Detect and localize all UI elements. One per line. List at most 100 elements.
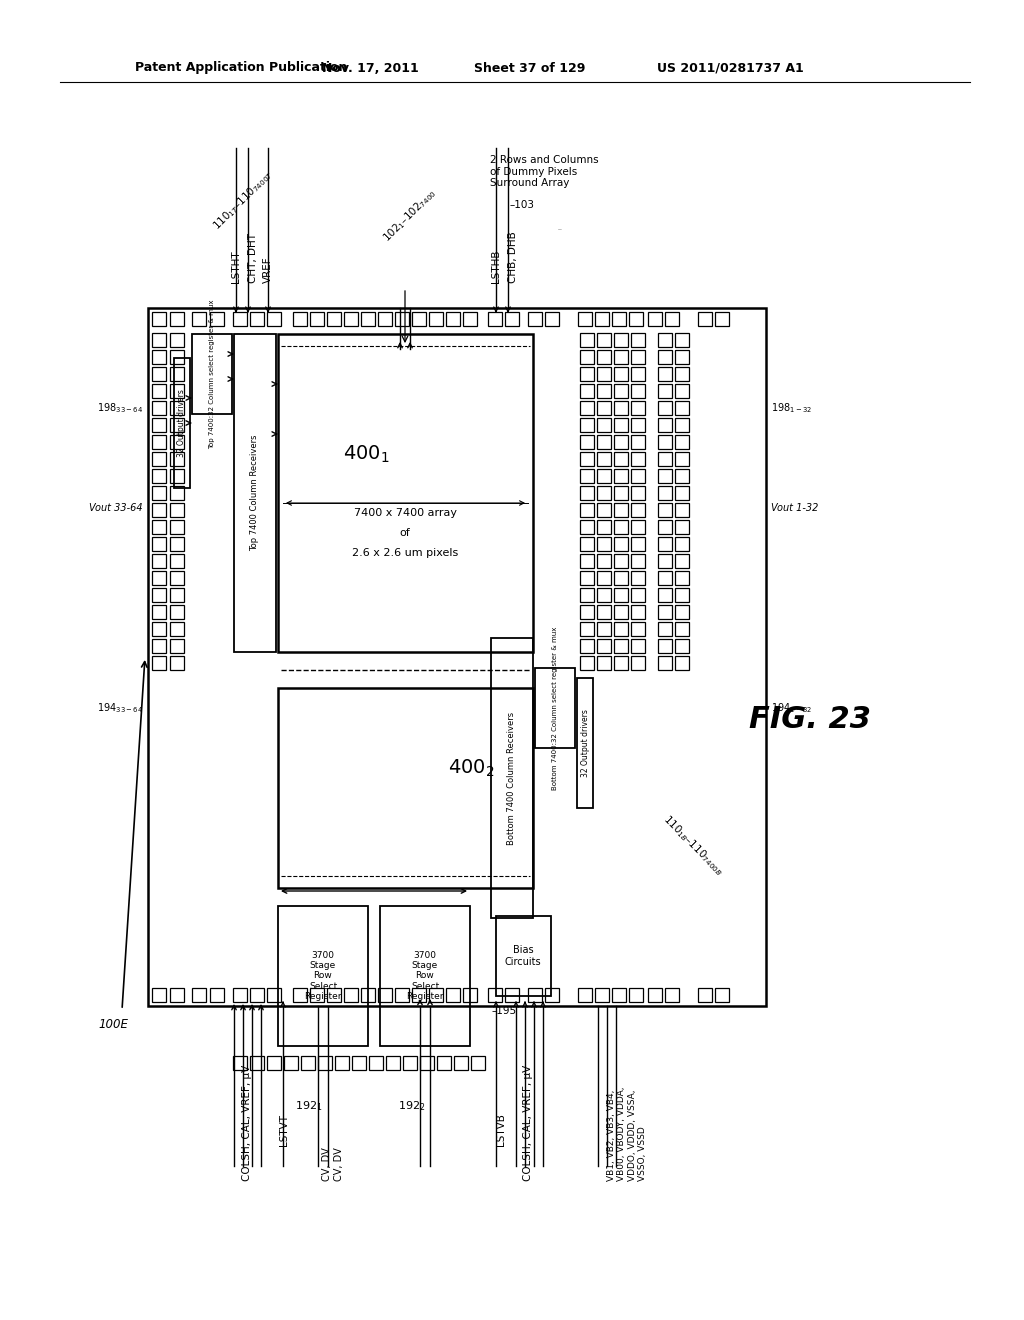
Bar	[152, 469, 166, 483]
Bar	[675, 451, 689, 466]
Text: LSTVT: LSTVT	[279, 1114, 289, 1146]
Text: VB1, VB2, VB3, VB4,
VB00, VBODY, VDDA,
VDDO, VDDD, VSSA,
VSSO, VSSD: VB1, VB2, VB3, VB4, VB00, VBODY, VDDA, V…	[607, 1086, 647, 1181]
Bar	[174, 358, 190, 488]
Bar	[233, 1056, 247, 1071]
Bar	[631, 554, 645, 568]
Bar	[675, 622, 689, 636]
Bar	[152, 656, 166, 671]
Bar	[597, 367, 611, 381]
Bar	[152, 367, 166, 381]
Bar	[170, 605, 184, 619]
Bar	[648, 987, 662, 1002]
Bar	[597, 656, 611, 671]
Bar	[631, 537, 645, 550]
Bar	[170, 572, 184, 585]
Bar	[675, 520, 689, 535]
Bar	[580, 572, 594, 585]
Bar	[152, 350, 166, 364]
Bar	[528, 987, 542, 1002]
Bar	[535, 668, 575, 748]
Bar	[170, 639, 184, 653]
Bar	[580, 367, 594, 381]
Bar	[597, 537, 611, 550]
Bar	[675, 367, 689, 381]
Bar	[631, 486, 645, 500]
Bar	[429, 987, 443, 1002]
Bar	[278, 334, 534, 652]
Bar	[148, 308, 766, 1006]
Text: $110_{1B}$–$110_{7400B}$: $110_{1B}$–$110_{7400B}$	[660, 812, 726, 878]
Bar	[580, 639, 594, 653]
Bar	[675, 486, 689, 500]
Bar	[658, 605, 672, 619]
Bar	[629, 987, 643, 1002]
Bar	[152, 587, 166, 602]
Bar	[612, 987, 626, 1002]
Bar	[420, 1056, 434, 1071]
Bar	[580, 656, 594, 671]
Bar	[505, 987, 519, 1002]
Bar	[580, 333, 594, 347]
Bar	[580, 520, 594, 535]
Text: Vout 1-32: Vout 1-32	[771, 503, 818, 513]
Bar	[631, 367, 645, 381]
Bar	[170, 333, 184, 347]
Bar	[614, 503, 628, 517]
Bar	[675, 554, 689, 568]
Bar	[658, 639, 672, 653]
Bar	[318, 1056, 332, 1071]
Bar	[675, 605, 689, 619]
Bar	[545, 312, 559, 326]
Bar	[170, 451, 184, 466]
Bar	[597, 469, 611, 483]
Bar	[614, 520, 628, 535]
Bar	[631, 572, 645, 585]
Bar	[658, 384, 672, 399]
Text: COLSH, CAL, VREF, μV: COLSH, CAL, VREF, μV	[523, 1065, 534, 1181]
Bar	[429, 312, 443, 326]
Bar	[658, 622, 672, 636]
Bar	[648, 312, 662, 326]
Text: CHT, DHT: CHT, DHT	[248, 234, 258, 282]
Bar	[614, 401, 628, 414]
Bar	[170, 469, 184, 483]
Bar	[193, 334, 232, 414]
Bar	[631, 333, 645, 347]
Bar	[361, 312, 375, 326]
Bar	[170, 436, 184, 449]
Bar	[597, 554, 611, 568]
Bar	[612, 312, 626, 326]
Bar	[310, 987, 324, 1002]
Bar	[631, 418, 645, 432]
Text: Top 7400:32 Column select register & mux: Top 7400:32 Column select register & mux	[209, 300, 215, 449]
Bar	[361, 987, 375, 1002]
Bar	[580, 537, 594, 550]
Text: Bottom 7400 Column Receivers: Bottom 7400 Column Receivers	[508, 711, 516, 845]
Bar	[152, 537, 166, 550]
Text: Bias
Circuits: Bias Circuits	[505, 945, 542, 966]
Bar	[267, 312, 281, 326]
Bar	[658, 572, 672, 585]
Bar	[578, 987, 592, 1002]
Bar	[580, 503, 594, 517]
Bar	[631, 469, 645, 483]
Text: $102_1$–$102_{7400}$: $102_1$–$102_{7400}$	[380, 185, 439, 244]
Bar	[152, 451, 166, 466]
Bar	[698, 987, 712, 1002]
Bar	[658, 554, 672, 568]
Bar	[170, 622, 184, 636]
Text: LSTVB: LSTVB	[496, 1113, 506, 1146]
Bar	[595, 312, 609, 326]
Bar	[675, 418, 689, 432]
Bar	[631, 622, 645, 636]
Bar	[170, 554, 184, 568]
Bar	[580, 418, 594, 432]
Bar	[597, 350, 611, 364]
Bar	[578, 312, 592, 326]
Bar	[170, 520, 184, 535]
Bar	[597, 401, 611, 414]
Bar	[614, 656, 628, 671]
Bar	[614, 333, 628, 347]
Bar	[675, 639, 689, 653]
Bar	[658, 418, 672, 432]
